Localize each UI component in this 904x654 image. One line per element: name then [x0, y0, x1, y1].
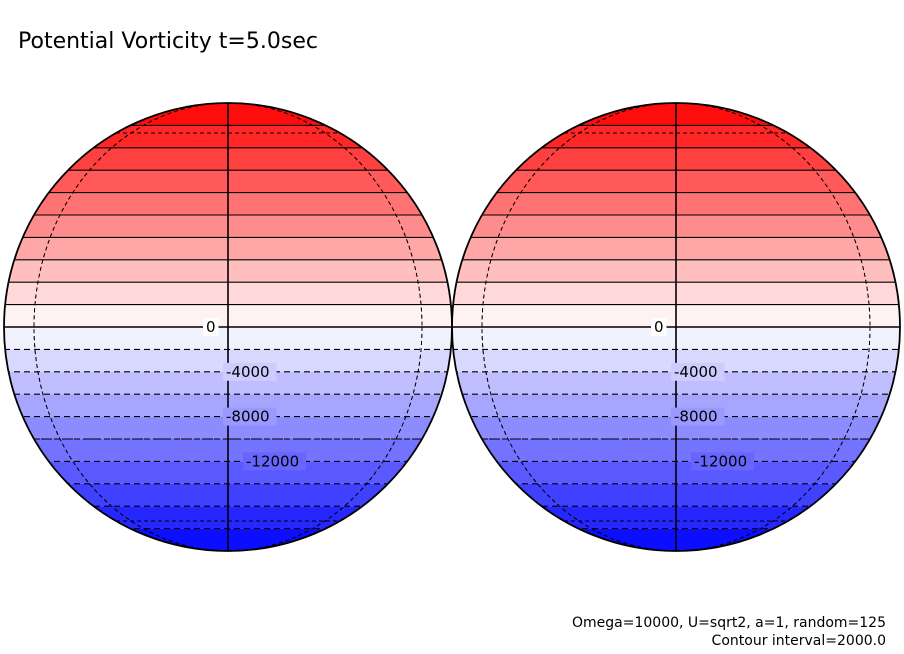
- contour-interval-note: Contour interval=2000.0: [712, 633, 886, 649]
- parameters-note: Omega=10000, U=sqrt2, a=1, random=125: [572, 615, 886, 631]
- contour-label-bg: [691, 452, 754, 471]
- graticule: [452, 103, 900, 551]
- chart-title: Potential Vorticity t=5.0sec: [18, 29, 318, 54]
- contour-label: -4000: [674, 363, 718, 381]
- contour-label: -8000: [674, 408, 718, 426]
- contour-label-bg: [223, 407, 277, 426]
- contour-label: 0: [206, 318, 216, 336]
- contour-label: -8000: [226, 408, 270, 426]
- contour-label-bg: [243, 452, 306, 471]
- meridian-line: [481, 103, 871, 551]
- meridian-line: [33, 103, 423, 551]
- contour-labels: 0 -4000 -8000 -12000: [203, 318, 306, 471]
- hemisphere-right: 0 -4000 -8000 -12000: [451, 102, 901, 552]
- contour-label-bg: [651, 318, 667, 336]
- contour-label: -12000: [246, 452, 299, 470]
- contour-label-bg: [671, 362, 725, 381]
- contour-label: -4000: [226, 363, 270, 381]
- graticule: [4, 103, 452, 551]
- contour-label-bg: [203, 318, 219, 336]
- contour-label-bg: [223, 362, 277, 381]
- contour-label: -12000: [694, 452, 747, 470]
- globe-outline: [451, 102, 901, 552]
- contour-label-bg: [671, 407, 725, 426]
- contour-labels: 0 -4000 -8000 -12000: [651, 318, 754, 471]
- contour-label: 0: [654, 318, 664, 336]
- hemisphere-left: 0 -4000 -8000 -12000: [3, 102, 453, 552]
